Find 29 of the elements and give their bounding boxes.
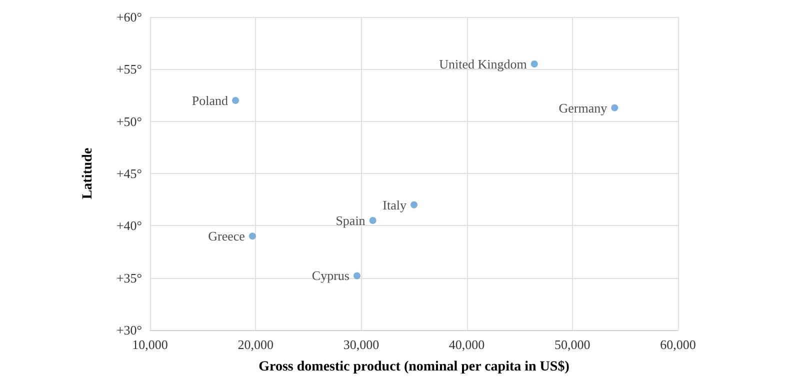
series-label: Italy: [382, 197, 407, 212]
y-tick-label: +40°: [116, 218, 142, 234]
y-tick-label: +35°: [116, 270, 142, 286]
point: [232, 96, 240, 104]
point: [248, 232, 256, 240]
x-tick-label: 10,000: [132, 337, 168, 352]
y-tick-label: +30°: [116, 322, 142, 338]
y-tick-label: +50°: [116, 114, 142, 129]
point: [611, 104, 618, 112]
x-axis-title: Gross domestic product (nominal per capita in US$): [258, 360, 570, 374]
series-label: Greece: [208, 228, 246, 244]
series-label: Spain: [336, 212, 366, 228]
x-tick-label: 40,000: [448, 337, 485, 352]
point: [369, 216, 376, 224]
y-tick-label: +45°: [116, 166, 142, 181]
point: [530, 60, 538, 68]
x-tick-label: 60,000: [660, 337, 696, 352]
y-tick-label: +60°: [116, 10, 142, 24]
point: [410, 201, 418, 208]
series-label: United Kingdom: [439, 56, 527, 72]
series-label: Cyprus: [312, 268, 350, 284]
x-tick-label: 30,000: [343, 337, 380, 352]
y-axis-title: Latitude: [80, 148, 96, 200]
y-tick-label: +55°: [116, 62, 142, 77]
series-label: Poland: [192, 92, 229, 108]
x-tick-label: 20,000: [238, 337, 274, 352]
series-label: Germany: [558, 100, 608, 116]
point: [353, 272, 360, 280]
x-tick-label: 50,000: [554, 337, 590, 352]
